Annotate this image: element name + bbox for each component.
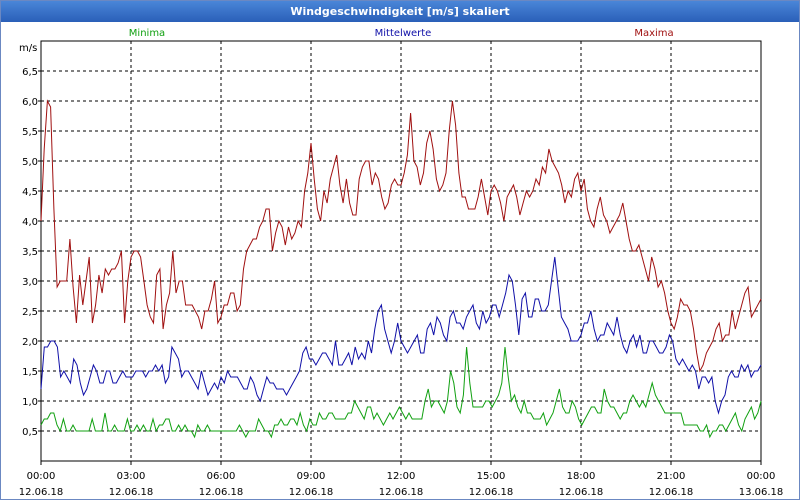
legend-mittelwerte: Mittelwerte — [375, 28, 432, 39]
y-tick-label: 2,5 — [22, 307, 38, 318]
x-tick-time: 03:00 — [117, 471, 146, 482]
x-tick-date: 12.06.18 — [559, 487, 604, 498]
wind-speed-chart: m/s Minima Mittelwerte Maxima 0,5 1,0 1,5 2… — [19, 28, 784, 498]
y-tick-label: 5,0 — [22, 157, 38, 168]
x-tick-time: 00:00 — [747, 471, 776, 482]
x-tick-time: 15:00 — [477, 471, 506, 482]
x-tick-time: 09:00 — [297, 471, 326, 482]
x-tick-date: 12.06.18 — [379, 487, 424, 498]
y-tick-label: 3,5 — [22, 247, 38, 258]
series-lines — [40, 99, 762, 439]
y-tick-label: 5,5 — [22, 127, 38, 138]
y-tick-label: 3,0 — [22, 277, 38, 288]
x-tick-date: 12.06.18 — [289, 487, 334, 498]
y-tick-label: 1,5 — [22, 367, 38, 378]
y-tick-label: 6,5 — [22, 67, 38, 78]
y-ticks: 0,5 1,0 1,5 2,0 2,5 3,0 3,5 4,0 4,5 5,0 5,5 6,0 6,5 — [22, 67, 41, 438]
series-line-minima — [40, 346, 762, 439]
window-title: Windgeschwindigkeit [m/s] skaliert — [1, 1, 799, 22]
x-tick-time: 18:00 — [567, 471, 596, 482]
y-tick-label: 6,0 — [22, 97, 38, 108]
y-tick-label: 0,5 — [22, 427, 38, 438]
x-tick-time: 12:00 — [387, 471, 416, 482]
legend-maxima: Maxima — [634, 28, 673, 39]
series-line-mittelwerte — [40, 256, 762, 415]
x-tick-time: 00:00 — [27, 471, 56, 482]
legend-minima: Minima — [129, 28, 165, 39]
y-tick-label: 2,0 — [22, 337, 38, 348]
y-axis-label: m/s — [19, 43, 37, 54]
x-ticks: 00:00 12.06.18 03:00 12.06.18 06:00 12.06.18 0… — [19, 461, 784, 498]
y-tick-label: 4,5 — [22, 187, 38, 198]
series-line-maxima — [40, 99, 762, 373]
y-tick-label: 4,0 — [22, 217, 38, 228]
x-tick-date: 12.06.18 — [19, 487, 64, 498]
x-tick-date: 12.06.18 — [199, 487, 244, 498]
x-tick-date: 12.06.18 — [469, 487, 514, 498]
x-tick-date: 12.06.18 — [109, 487, 154, 498]
x-tick-date: 13.06.18 — [739, 487, 784, 498]
y-tick-label: 1,0 — [22, 397, 38, 408]
x-tick-time: 06:00 — [207, 471, 236, 482]
x-tick-date: 12.06.18 — [649, 487, 694, 498]
x-tick-time: 21:00 — [657, 471, 686, 482]
